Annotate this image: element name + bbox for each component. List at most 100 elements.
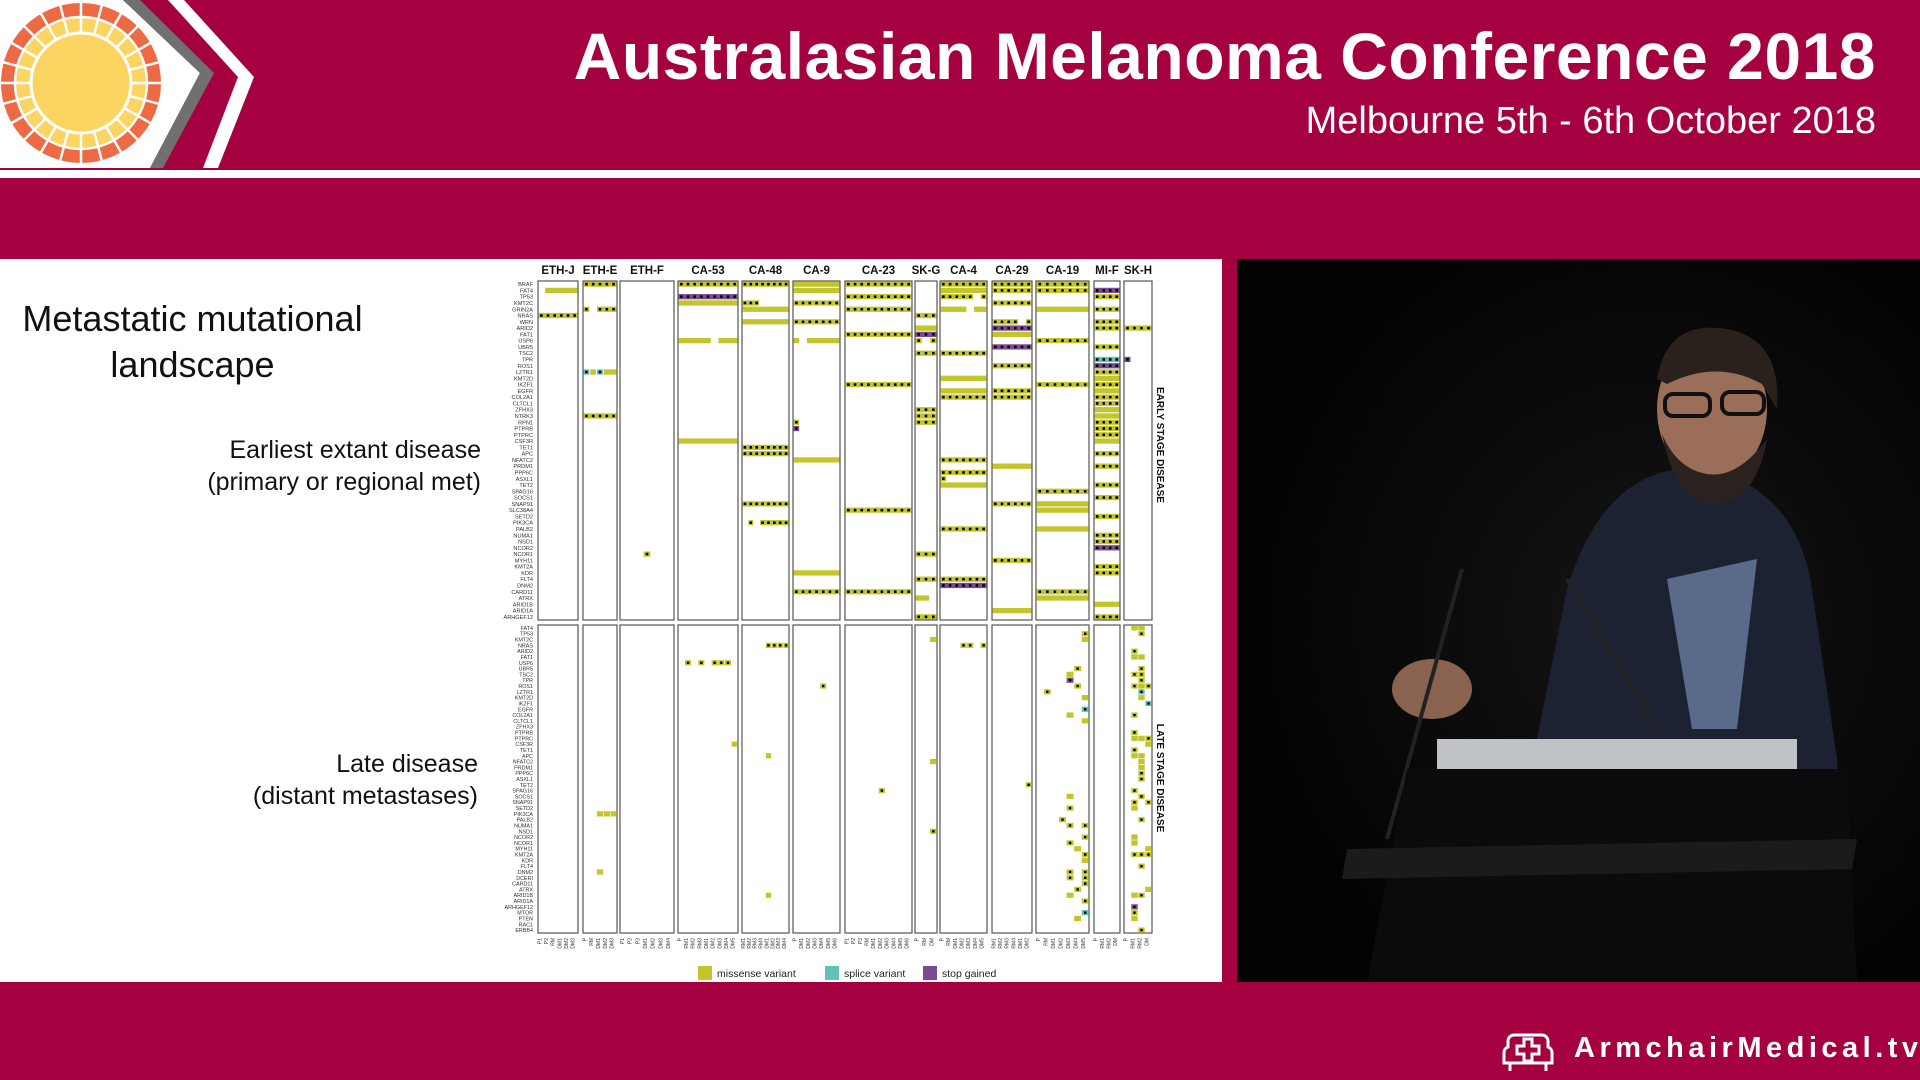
panel-late	[844, 624, 913, 934]
gene-label: PTPRB	[514, 427, 533, 433]
clonal-dot	[1007, 395, 1010, 399]
mutation-bar	[1094, 294, 1120, 300]
sample-label: DM4	[782, 938, 788, 949]
clonal-dot	[887, 508, 890, 512]
clonal-dot	[605, 282, 609, 286]
gene-label: CSF3R	[515, 439, 533, 445]
clonal-dot	[1115, 326, 1119, 330]
mutation-cell	[1081, 636, 1089, 643]
mutation-bar	[538, 312, 578, 319]
sample-label: DM2	[770, 938, 776, 949]
clonal-dot	[873, 282, 877, 286]
clonal-dot	[815, 320, 818, 324]
gene-label: NSD1	[518, 540, 533, 546]
mutation-bar	[940, 306, 967, 312]
clonal-dot	[1027, 783, 1030, 787]
gene-label: FAT1	[521, 655, 533, 661]
clonal-dot	[900, 383, 904, 386]
clonal-dot	[873, 307, 877, 311]
clonal-dot	[994, 326, 997, 330]
mutation-bar	[793, 287, 840, 294]
clonal-dot	[784, 521, 788, 524]
mutation-bar	[845, 331, 912, 337]
gene-label: USP6	[519, 661, 533, 667]
mutation-bar	[1094, 482, 1120, 488]
clonal-dot	[932, 351, 935, 355]
clonal-dot	[1007, 559, 1010, 562]
clonal-dot	[1102, 295, 1106, 298]
clonal-dot	[1068, 590, 1072, 594]
clonal-dot	[1076, 282, 1079, 286]
clonal-dot	[932, 333, 935, 336]
clonal-dot	[1147, 801, 1150, 804]
sample-label: RM2	[1106, 938, 1112, 949]
sample-label: RM1	[741, 938, 747, 949]
sample-label: DM1	[557, 938, 563, 949]
clonal-dot	[1108, 464, 1112, 468]
clonal-dot	[1068, 841, 1072, 845]
clonal-dot	[1095, 402, 1099, 405]
sample-label: DM3	[885, 938, 891, 949]
clonal-dot	[749, 521, 753, 524]
patient-label: CA-19	[1046, 265, 1079, 277]
clonal-dot	[761, 446, 764, 449]
clonal-dot	[743, 446, 747, 449]
panel-frame	[939, 624, 988, 934]
clonal-dot	[1108, 364, 1112, 368]
clonal-dot	[917, 414, 920, 418]
clonal-dot	[994, 320, 997, 324]
clonal-dot	[932, 615, 935, 619]
clonal-dot	[605, 307, 609, 311]
clonal-dot	[1027, 559, 1030, 562]
gene-label: ASXL1	[516, 777, 533, 783]
mutation-bar	[742, 281, 789, 287]
clonal-dot	[1095, 571, 1099, 575]
clonal-dot	[828, 301, 832, 305]
clonal-dot	[1115, 565, 1119, 568]
clonal-dot	[1115, 402, 1119, 405]
sample-label: DM3	[610, 938, 616, 949]
sample-label: DM5	[826, 938, 832, 949]
clonal-dot	[1007, 364, 1010, 368]
mutation-bar	[940, 482, 987, 488]
sample-label: RM	[946, 938, 952, 946]
clonal-dot	[1115, 452, 1119, 455]
sample-label: RM	[589, 938, 595, 946]
gene-label: TPR	[522, 357, 533, 363]
panel-frame	[844, 624, 913, 934]
clonal-dot	[1140, 777, 1143, 781]
mutation-bar	[992, 363, 1032, 369]
gene-label: MYH11	[515, 847, 533, 853]
clonal-dot	[1084, 632, 1087, 635]
panel-frame	[1035, 624, 1090, 934]
clonal-dot	[767, 446, 770, 449]
gene-label: NFATC2	[512, 458, 533, 464]
gene-label: APC	[522, 754, 533, 760]
clonal-dot	[773, 521, 776, 524]
clonal-dot	[1095, 358, 1099, 361]
clonal-dot	[1053, 282, 1057, 286]
sample-label: P3	[635, 938, 641, 944]
sample-label: DM	[1113, 938, 1119, 946]
gene-label: DNM2	[517, 583, 533, 589]
mutation-bar	[678, 438, 738, 444]
clonal-dot	[982, 351, 985, 355]
mutation-bar	[915, 595, 930, 601]
clonal-dot	[867, 295, 870, 298]
clonal-dot	[801, 301, 805, 305]
gene-label: EGFR	[518, 707, 533, 713]
clonal-dot	[955, 295, 959, 298]
sample-label: RM2	[998, 938, 1004, 949]
clonal-dot	[887, 307, 890, 311]
clonal-dot	[1140, 667, 1143, 670]
clonal-dot	[975, 351, 979, 355]
sample-label: P1	[620, 938, 626, 944]
clonal-dot	[720, 661, 723, 664]
sample-label: P3	[858, 938, 864, 944]
gene-label: KMT2A	[514, 565, 533, 571]
clonal-dot	[873, 508, 877, 512]
mutation-bar	[1094, 419, 1120, 425]
panel-frame	[537, 624, 579, 934]
clonal-dot	[598, 307, 602, 311]
mutation-cell	[1131, 834, 1138, 840]
